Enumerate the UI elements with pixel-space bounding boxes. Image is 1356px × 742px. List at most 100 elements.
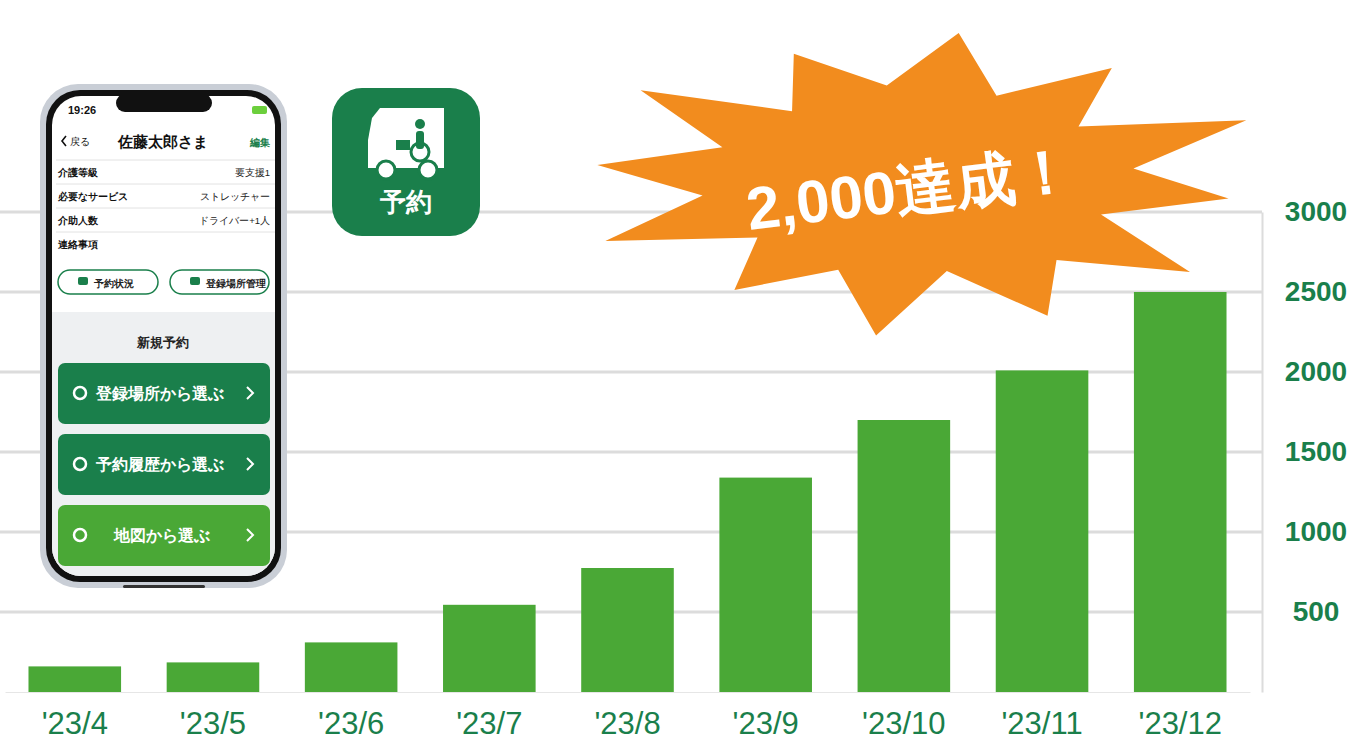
annotation: 2,000達成！ xyxy=(597,33,1246,335)
pill-icon xyxy=(190,277,200,285)
menu-chevron xyxy=(247,458,253,470)
x-tick-label: '23/9 xyxy=(733,706,799,741)
y-tick-label: 2500 xyxy=(1285,276,1347,307)
icon-label: 予約 xyxy=(379,187,432,217)
icon-seat xyxy=(396,140,410,150)
x-tick: '23/6 xyxy=(318,692,384,741)
x-tick-label: '23/7 xyxy=(456,706,522,741)
bar xyxy=(719,478,812,692)
row-separator xyxy=(56,184,275,185)
pill-button[interactable] xyxy=(170,270,269,294)
x-tick: '23/7 xyxy=(456,692,522,741)
pill-button[interactable] xyxy=(58,270,158,294)
icon-truck xyxy=(368,108,444,168)
bar xyxy=(443,605,536,692)
y-tick-label: 500 xyxy=(1293,596,1340,627)
bar xyxy=(28,666,121,692)
pill-label[interactable]: 予約状況 xyxy=(93,278,134,289)
pill-icon xyxy=(78,277,88,285)
phone-screen: 19:26 戻る 佐藤太郎さま 編集介護等級 要支援1 必要なサービス ストレッチャー介助人… xyxy=(52,96,275,576)
y-tick: 2000 xyxy=(1262,356,1347,387)
row-separator xyxy=(56,160,275,161)
y-axis: 500 1000 1500 2000 2500 3000 xyxy=(1262,196,1347,692)
icon-wheel xyxy=(419,161,437,179)
x-tick-label: '23/11 xyxy=(1001,706,1082,741)
y-tick: 1000 xyxy=(1262,516,1347,547)
phone-frame xyxy=(40,84,287,588)
bar xyxy=(996,370,1089,692)
icon-person xyxy=(415,119,425,129)
axis-line xyxy=(1262,213,1264,693)
phone: 19:26 戻る 佐藤太郎さま 編集介護等級 要支援1 必要なサービス ストレッチャー介助人… xyxy=(40,84,287,588)
menu-label[interactable]: 登録場所から選ぶ xyxy=(95,385,224,402)
y-tick: 500 xyxy=(1262,596,1339,627)
starburst xyxy=(597,33,1246,335)
app-icon: 予約 xyxy=(332,88,480,236)
x-tick-label: '23/6 xyxy=(318,706,384,741)
back-button[interactable]: 戻る xyxy=(70,136,90,147)
bar xyxy=(858,420,951,692)
icon-wheel xyxy=(377,161,395,179)
phone-bezel xyxy=(46,90,281,582)
x-tick-label: '23/12 xyxy=(1138,706,1222,741)
bar xyxy=(305,642,398,692)
row-label: 介護等級 xyxy=(57,167,99,178)
x-tick: '23/8 xyxy=(594,692,660,741)
x-tick-label: '23/8 xyxy=(594,706,660,741)
x-tick: '23/10 xyxy=(862,692,946,741)
y-tick-label: 1000 xyxy=(1285,516,1347,547)
menu-chevron xyxy=(247,529,253,541)
x-tick: '23/12 xyxy=(1138,692,1222,741)
axis-line xyxy=(6,692,1251,693)
icon-person xyxy=(416,131,424,149)
bars xyxy=(28,292,1226,692)
section-title: 新規予約 xyxy=(136,335,189,350)
y-tick-label: 3000 xyxy=(1285,196,1347,227)
x-tick-label: '23/5 xyxy=(180,706,246,741)
x-tick: '23/9 xyxy=(733,692,799,741)
x-tick: '23/4 xyxy=(42,692,108,741)
y-tick-label: 1500 xyxy=(1285,436,1347,467)
row-value: ストレッチャー xyxy=(200,191,270,202)
back-chevron xyxy=(62,136,66,146)
bar xyxy=(581,568,674,692)
y-tick: 2500 xyxy=(1262,276,1347,307)
menu-label[interactable]: 予約履歴から選ぶ xyxy=(95,456,224,473)
screen-lower xyxy=(52,312,275,576)
menu-chevron xyxy=(247,387,253,399)
annotation-text: 2,000達成！ xyxy=(743,136,1079,243)
row-label: 連絡事項 xyxy=(57,239,98,250)
y-tick: 1500 xyxy=(1262,436,1347,467)
x-tick: '23/5 xyxy=(180,692,246,741)
menu-button[interactable] xyxy=(58,363,270,424)
menu-label[interactable]: 地図から選ぶ xyxy=(113,527,210,544)
menu-icon xyxy=(74,529,86,541)
bar xyxy=(167,662,260,692)
menu-button[interactable] xyxy=(58,434,270,495)
icon-wheelchair xyxy=(411,143,429,161)
pill-label[interactable]: 登録場所管理 xyxy=(205,278,266,289)
y-tick-label: 2000 xyxy=(1285,356,1347,387)
notch xyxy=(116,96,212,112)
status-time: 19:26 xyxy=(68,104,96,116)
x-tick-label: '23/4 xyxy=(42,706,108,741)
row-separator xyxy=(56,232,275,233)
edit-button[interactable]: 編集 xyxy=(249,137,270,148)
home-indicator xyxy=(123,585,205,588)
user-name: 佐藤太郎さま xyxy=(117,133,208,150)
icon-bg xyxy=(332,88,480,236)
battery xyxy=(252,106,267,114)
menu-icon xyxy=(74,387,86,399)
row-label: 介助人数 xyxy=(57,215,99,226)
row-value: ドライバー+1人 xyxy=(199,215,270,226)
row-value: 要支援1 xyxy=(235,167,270,178)
row-separator xyxy=(56,208,275,209)
menu-button[interactable] xyxy=(58,505,270,566)
bar xyxy=(1134,292,1227,692)
row-label: 必要なサービス xyxy=(57,191,128,203)
x-tick-label: '23/10 xyxy=(862,706,946,741)
menu-icon xyxy=(74,458,86,470)
x-tick: '23/11 xyxy=(1001,692,1082,741)
x-axis: '23/4 '23/5 '23/6 '23/7 '23/8 '23/9 '23/10 '23/… xyxy=(6,692,1251,741)
y-tick: 3000 xyxy=(1262,196,1347,227)
